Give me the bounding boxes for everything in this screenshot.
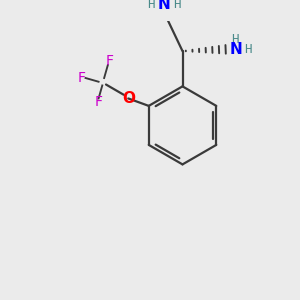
Text: H: H xyxy=(244,43,251,56)
Text: F: F xyxy=(78,71,86,85)
Text: O: O xyxy=(122,91,135,106)
Text: N: N xyxy=(230,42,243,57)
Text: H: H xyxy=(147,0,155,11)
Text: H: H xyxy=(231,33,238,46)
Text: F: F xyxy=(106,54,114,68)
Text: H: H xyxy=(173,0,181,11)
Text: N: N xyxy=(158,0,170,12)
Text: F: F xyxy=(94,95,103,109)
